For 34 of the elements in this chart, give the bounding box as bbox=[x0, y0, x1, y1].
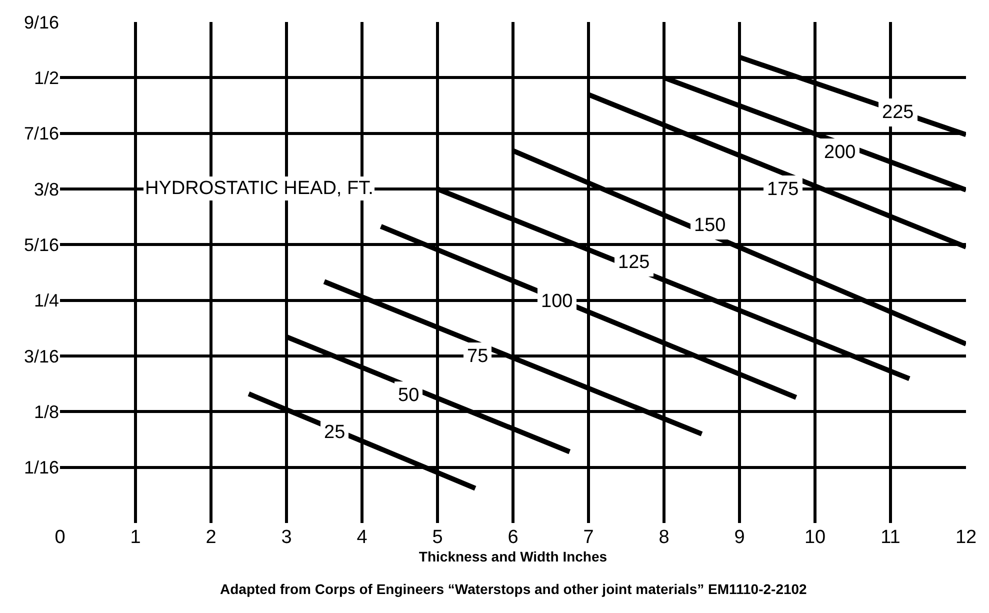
y-tick-label: 1/8 bbox=[34, 402, 59, 422]
x-tick-label: 9 bbox=[734, 527, 745, 548]
x-tick-label: 4 bbox=[356, 527, 368, 548]
x-tick-label: 6 bbox=[508, 527, 518, 548]
y-tick-label: 7/16 bbox=[24, 124, 59, 144]
x-tick-label: 2 bbox=[206, 527, 216, 548]
y-tick-label: 1/16 bbox=[24, 458, 59, 478]
x-tick-label: 7 bbox=[583, 527, 594, 548]
annotation: 50 bbox=[398, 385, 420, 406]
annotation: 100 bbox=[541, 291, 573, 312]
x-tick-label: 0 bbox=[54, 527, 66, 548]
annotation: 75 bbox=[467, 346, 488, 367]
text: Adapted from Corps of Engineers “Waterstops and other joint materials” EM1110-2-2102 bbox=[220, 581, 808, 597]
y-tick-label: 1/4 bbox=[34, 290, 59, 311]
x-tick-label: 11 bbox=[880, 527, 900, 548]
y-tick-label: 5/16 bbox=[24, 234, 59, 255]
x-axis-title: Thickness and Width Inches bbox=[418, 548, 608, 564]
x-tick-label: 10 bbox=[804, 527, 826, 548]
x-tick-label: 8 bbox=[658, 527, 670, 548]
annotation: 150 bbox=[694, 215, 726, 236]
annotation: 200 bbox=[824, 142, 856, 163]
annotation: 225 bbox=[882, 102, 914, 123]
x-tick-label: 3 bbox=[281, 527, 292, 548]
x-tick-label: 1 bbox=[130, 527, 141, 548]
y-tick-label: 3/8 bbox=[34, 179, 59, 200]
annotation: 125 bbox=[618, 252, 650, 273]
x-tick-label: 12 bbox=[955, 527, 977, 548]
annotation: 175 bbox=[767, 179, 799, 200]
y-tick-label: 9/16 bbox=[24, 12, 59, 32]
annotation: HYDROSTATIC HEAD, FT. bbox=[145, 178, 374, 199]
x-tick-label: 5 bbox=[432, 527, 443, 548]
y-tick-label: 1/2 bbox=[34, 68, 59, 88]
y-tick-label: 3/16 bbox=[24, 346, 59, 366]
annotation: 25 bbox=[324, 422, 346, 443]
